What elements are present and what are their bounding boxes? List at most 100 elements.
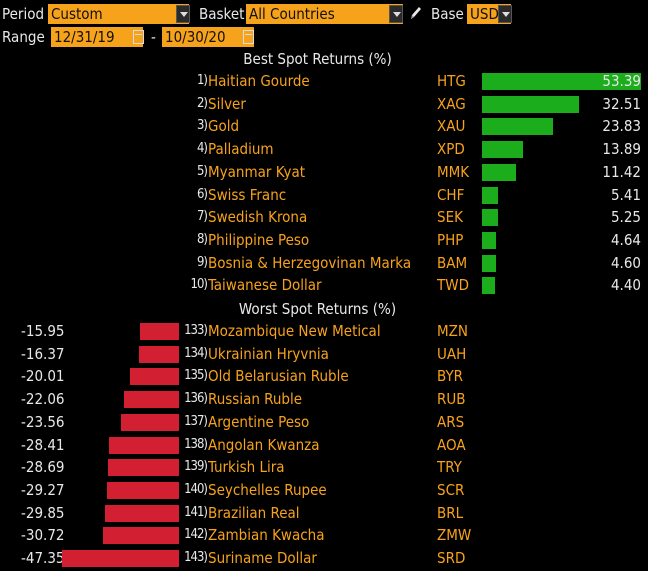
currency-code: XPD [437,140,465,159]
rank-number: 135) [184,368,208,384]
return-value: -28.69 [21,458,65,477]
return-value: -23.56 [21,412,65,431]
currency-code: HTG [437,72,466,90]
return-bar [482,277,495,295]
rank-number: 10) [190,277,208,293]
currency-name: Brazilian Real [208,503,300,522]
rank-number: 143) [184,550,208,565]
period-select[interactable]: Custom [48,4,189,24]
list-item[interactable]: -30.72 142) Zambian Kwacha ZMW [0,524,648,546]
return-bar [482,231,496,249]
currency-code: SRD [437,549,466,567]
list-item[interactable]: 8) Philippine Peso PHP 4.64 [0,229,648,251]
currency-name: Haitian Gourde [208,72,310,90]
list-item[interactable]: 10) Taiwanese Dollar TWD 4.40 [0,274,648,296]
currency-code: XAG [437,94,466,113]
list-item[interactable]: 7) Swedish Krona SEK 5.25 [0,206,648,228]
return-bar [482,209,498,227]
return-value: 13.89 [602,140,641,159]
rank-number: 140) [184,481,208,497]
return-bar [109,436,179,454]
base-label: Base [431,5,464,23]
return-bar [482,186,498,204]
basket-label: Basket [199,5,245,23]
list-item[interactable]: 9) Bosnia & Herzegovinan Marka BAM 4.60 [0,252,648,274]
basket-dropdown-icon[interactable] [389,5,403,23]
best-returns-title: Best Spot Returns (%) [243,50,392,68]
rank-number: 142) [184,527,208,543]
return-value: 4.40 [610,276,641,295]
list-item[interactable]: -29.85 141) Brazilian Real BRL [0,502,648,524]
return-bar [108,459,179,477]
range-end-input[interactable]: 10/30/20 [162,27,254,47]
return-bar [139,345,179,363]
list-item[interactable]: 6) Swiss Franc CHF 5.41 [0,184,648,206]
rank-number: 1) [196,73,208,88]
list-item[interactable]: 4) Palladium XPD 13.89 [0,138,648,160]
list-item[interactable]: 1) Haitian Gourde HTG 53.39 [0,70,648,92]
list-item[interactable]: 5) Myanmar Kyat MMK 11.42 [0,161,648,183]
pencil-icon[interactable] [408,4,424,24]
return-bar [103,527,179,545]
return-bar [482,118,553,136]
return-bar [62,550,179,567]
list-item[interactable]: -28.69 139) Turkish Lira TRY [0,456,648,478]
return-value: -29.27 [21,480,65,499]
rank-number: 9) [196,254,208,270]
return-value: 5.25 [610,208,641,227]
calendar-icon[interactable] [243,30,254,44]
rank-number: 141) [184,504,208,520]
range-label: Range [2,28,45,46]
return-bar [124,391,179,409]
worst-returns-title: Worst Spot Returns (%) [238,300,397,318]
currency-name: Mozambique New Metical [208,322,381,340]
rank-number: 139) [184,459,208,475]
rank-number: 133) [184,323,208,338]
return-value: 5.41 [610,185,641,204]
calendar-icon[interactable] [133,30,144,44]
currency-name: Turkish Lira [208,458,285,477]
basket-select[interactable]: All Countries [246,4,403,24]
list-item[interactable]: 3) Gold XAU 23.83 [0,115,648,137]
list-item[interactable]: -22.06 136) Russian Ruble RUB [0,388,648,410]
rank-number: 138) [184,436,208,452]
currency-code: BRL [437,503,464,522]
currency-code: ZMW [437,526,472,545]
return-bar [107,481,179,499]
base-dropdown-icon[interactable] [498,5,512,23]
range-end-value: 10/30/20 [165,28,226,46]
currency-name: Angolan Kwanza [208,435,320,454]
currency-code: BAM [437,253,468,272]
rank-number: 134) [184,345,208,361]
list-item[interactable]: -23.56 137) Argentine Peso ARS [0,411,648,433]
list-item[interactable]: 2) Silver XAG 32.51 [0,93,648,115]
currency-code: SEK [437,208,463,227]
list-item[interactable]: -28.41 138) Angolan Kwanza AOA [0,434,648,456]
rank-number: 7) [196,209,208,225]
currency-name: Ukrainian Hryvnia [208,344,329,363]
currency-name: Bosnia & Herzegovinan Marka [208,253,412,272]
list-item[interactable]: -16.37 134) Ukrainian Hryvnia UAH [0,343,648,365]
currency-name: Gold [208,117,240,136]
currency-name: Russian Ruble [208,390,303,409]
return-bar [482,254,496,272]
currency-code: XAU [437,117,466,136]
return-bar [140,323,179,340]
return-bar [482,73,641,90]
rank-number: 4) [196,141,208,157]
range-start-input[interactable]: 12/31/19 [51,27,143,47]
currency-name: Swedish Krona [208,208,308,227]
rank-number: 8) [196,231,208,247]
list-item[interactable]: -20.01 135) Old Belarusian Ruble BYR [0,365,648,387]
list-item[interactable]: -47.35 143) Suriname Dollar SRD [0,547,648,569]
basket-value: All Countries [249,5,335,23]
period-dropdown-icon[interactable] [176,5,190,23]
list-item[interactable]: -15.95 133) Mozambique New Metical MZN [0,320,648,342]
return-bar [482,163,516,181]
list-item[interactable]: -29.27 140) Seychelles Rupee SCR [0,479,648,501]
currency-code: MZN [437,322,468,340]
base-value: USD [470,5,499,23]
return-value: 23.83 [602,117,641,136]
return-bar [482,141,523,159]
return-value: 11.42 [602,162,641,181]
